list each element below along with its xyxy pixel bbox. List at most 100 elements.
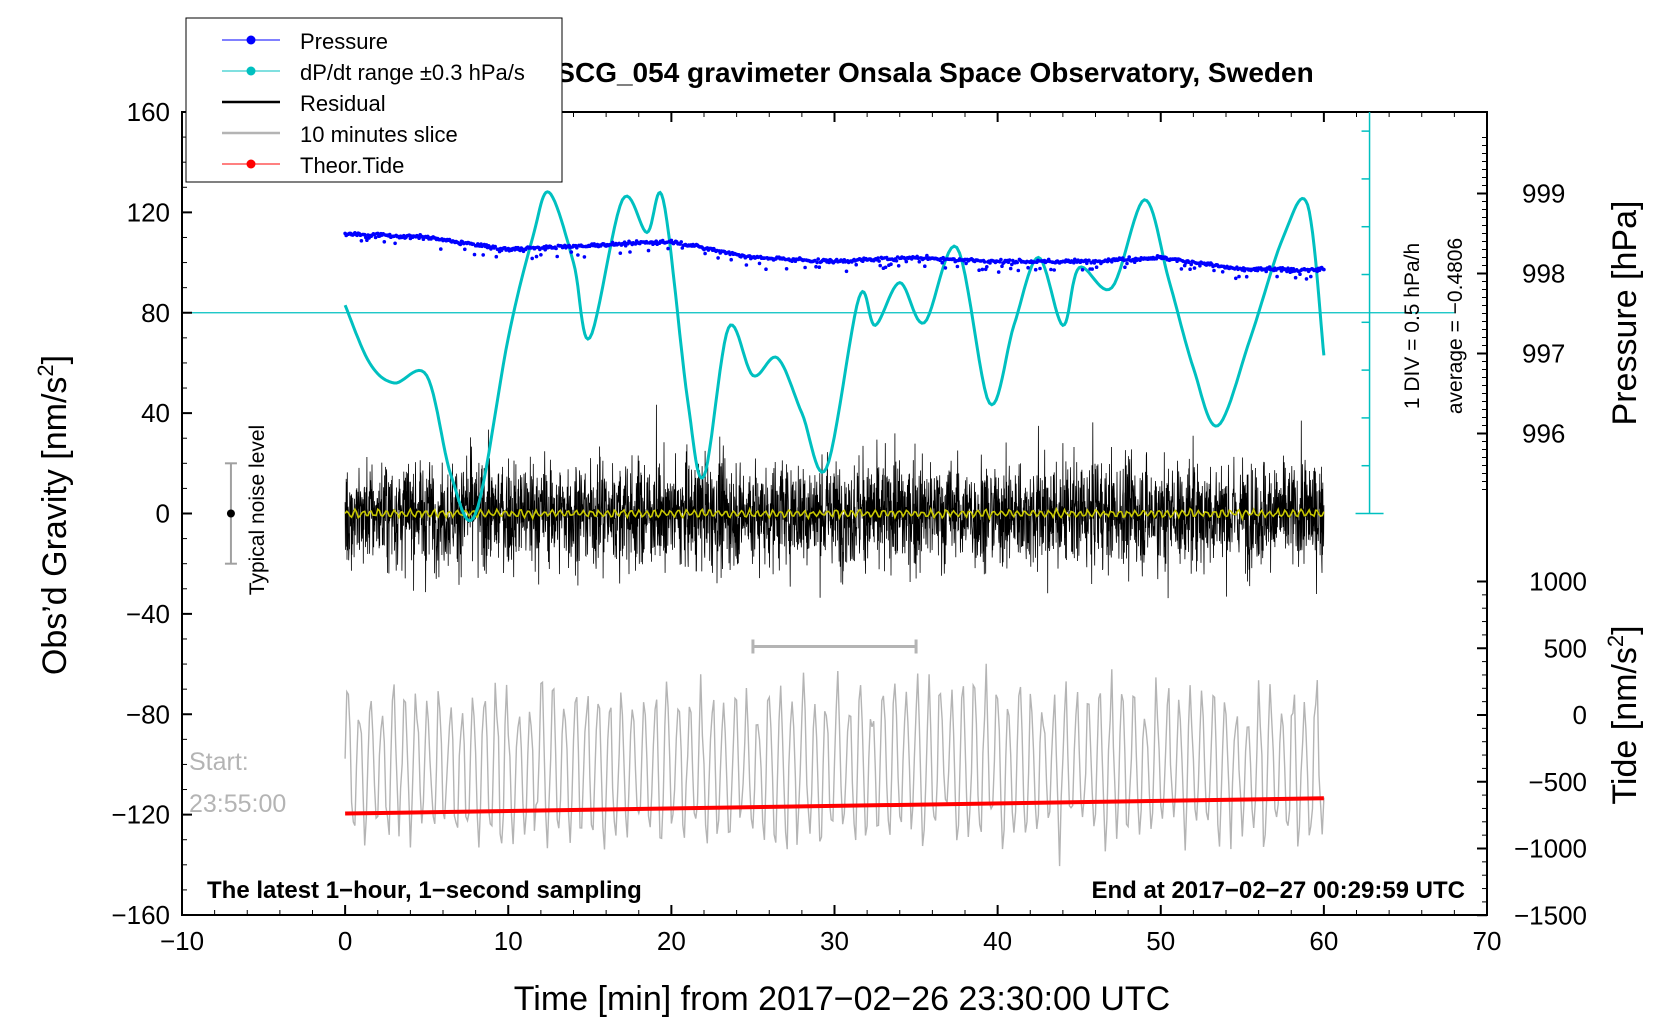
- pressure-point: [463, 247, 467, 252]
- legend-marker-0: [246, 35, 256, 45]
- legend-box: [185, 17, 563, 183]
- pressure-point: [1189, 262, 1193, 267]
- tide-tick-label: −1500: [1514, 900, 1587, 930]
- y-left-tick-label: −80: [126, 699, 170, 729]
- pressure-point: [917, 259, 922, 264]
- pressure-point: [539, 253, 543, 257]
- y-left-title-end: ]: [36, 355, 74, 364]
- pressure-point: [1298, 272, 1302, 277]
- pressure-point: [814, 264, 818, 269]
- pressure-point: [896, 264, 901, 268]
- pressure-point: [744, 263, 749, 267]
- legend-keys: [222, 35, 280, 169]
- pressure-point: [472, 252, 477, 257]
- y-left-axis-title: Obs’d Gravity [nm/s2]: [33, 355, 74, 675]
- pressure-point: [1125, 261, 1129, 266]
- pressure-point: [964, 261, 968, 266]
- x-tick-label: 40: [983, 926, 1012, 956]
- pressure-point: [1049, 267, 1053, 272]
- slice-line: [344, 663, 1325, 867]
- pressure-point: [1154, 256, 1159, 261]
- pressure-point: [1127, 255, 1131, 259]
- pressure-point: [1212, 268, 1216, 273]
- noise-level-label: Typical noise level: [246, 425, 269, 595]
- pressure-point: [1198, 264, 1202, 268]
- pressure-point: [1182, 263, 1187, 268]
- pressure-point: [999, 257, 1003, 262]
- pressure-tick-label: 999: [1522, 179, 1565, 209]
- x-tick-label: 70: [1473, 926, 1502, 956]
- pressure-point: [1026, 265, 1030, 270]
- tide-title-main: Tide [nm/s: [1606, 647, 1644, 804]
- pressure-point: [628, 250, 632, 254]
- pressure-axis-title: Pressure [hPa]: [1606, 201, 1644, 426]
- chart-title: SCG_054 gravimeter Onsala Space Observat…: [556, 57, 1313, 88]
- bottom-left-note: The latest 1−hour, 1−second sampling: [207, 877, 642, 904]
- tide-title-sup: 2: [1603, 635, 1628, 647]
- noise-center-point: [226, 509, 235, 518]
- pressure-point: [1237, 274, 1241, 279]
- pressure-point: [878, 263, 882, 268]
- pressure-point: [1244, 274, 1249, 279]
- y-left-tick-label: −120: [111, 800, 170, 830]
- pressure-point: [757, 261, 762, 266]
- legend-label-slice: 10 minutes slice: [300, 122, 458, 147]
- pressure-point: [1234, 276, 1238, 281]
- pressure-point: [764, 267, 768, 272]
- pressure-point: [1007, 258, 1012, 262]
- pressure-point: [729, 257, 733, 262]
- pressure-point: [569, 250, 574, 254]
- pressure-point: [1008, 266, 1013, 271]
- pressure-point: [1188, 267, 1192, 272]
- pressure-point: [955, 264, 960, 269]
- pressure-point: [1033, 267, 1038, 272]
- y-left-tick-label: 40: [141, 398, 170, 428]
- pressure-point: [1179, 267, 1184, 271]
- pressure-point: [575, 245, 579, 250]
- pressure-point: [985, 265, 989, 269]
- pressure-point: [817, 265, 822, 270]
- pressure-point: [904, 259, 909, 264]
- pressure-point: [618, 251, 623, 255]
- pressure-point: [493, 244, 498, 249]
- legend-label-residual: Residual: [300, 91, 386, 116]
- pressure-point: [876, 256, 880, 260]
- pressure-point: [555, 254, 559, 259]
- pressure-point: [494, 254, 499, 259]
- pressure-point: [1087, 258, 1091, 263]
- pressure-point: [940, 260, 944, 265]
- tide-axis-title: Tide [nm/s2]: [1603, 625, 1644, 804]
- pressure-point: [534, 254, 539, 259]
- pressure-point: [1016, 268, 1021, 273]
- pressure-tick-label: 998: [1522, 259, 1565, 289]
- pressure-point: [646, 248, 651, 253]
- pressure-point: [679, 240, 683, 244]
- x-tick-label: 0: [338, 926, 352, 956]
- pressure-point: [1293, 275, 1298, 280]
- pressure-point: [815, 260, 819, 265]
- pressure-point: [1220, 270, 1225, 274]
- start-label-line2: 23:55:00: [189, 790, 286, 818]
- pressure-point: [996, 270, 1001, 274]
- pressure-point: [977, 268, 981, 273]
- pressure-point: [458, 242, 463, 247]
- pressure-point: [1080, 268, 1085, 272]
- pressure-point: [703, 251, 707, 256]
- legend-label-tide: Theor.Tide: [300, 153, 404, 178]
- pressure-point: [925, 253, 929, 258]
- pressure-point: [1275, 274, 1279, 279]
- pressure-point: [481, 253, 486, 257]
- dpdt-average-label: average = −0.4806: [1444, 238, 1467, 414]
- filtered-residual-line: [344, 506, 1325, 522]
- pressure-point: [894, 259, 899, 263]
- pressure-tick-label: 996: [1522, 419, 1565, 449]
- pressure-point: [439, 247, 443, 251]
- pressure-point: [373, 235, 378, 240]
- x-tick-label: 20: [657, 926, 686, 956]
- pressure-point: [554, 246, 558, 251]
- x-tick-label: 60: [1309, 926, 1338, 956]
- pressure-point: [1000, 264, 1004, 269]
- pressure-point: [1192, 266, 1197, 270]
- residual-line: [344, 404, 1325, 599]
